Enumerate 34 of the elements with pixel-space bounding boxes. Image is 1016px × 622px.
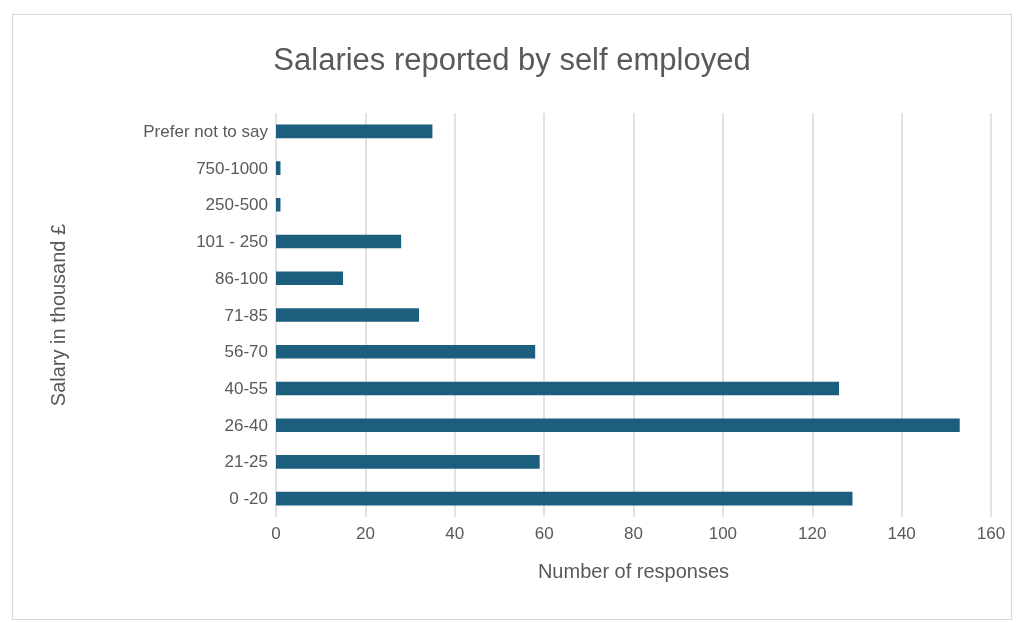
x-tick-label: 20 xyxy=(355,524,375,543)
y-tick-label: 40-55 xyxy=(224,378,268,398)
x-tick-label: 60 xyxy=(534,524,554,543)
x-tick-label: 0 xyxy=(271,524,281,543)
bar xyxy=(276,418,960,432)
x-tick-label: 140 xyxy=(887,524,916,543)
y-tick-label: Prefer not to say xyxy=(143,121,269,141)
y-tick-label: 56-70 xyxy=(224,342,268,362)
y-tick-label: 250-500 xyxy=(205,195,268,215)
y-tick-label: 101 - 250 xyxy=(196,232,268,252)
bar xyxy=(276,455,540,469)
y-tick-label: 26-40 xyxy=(224,415,268,435)
y-tick-label: 86-100 xyxy=(215,268,268,288)
y-tick-label: 750-1000 xyxy=(196,158,268,178)
y-tick-label: 21-25 xyxy=(224,452,268,472)
bar xyxy=(276,344,536,359)
x-tick-label: 120 xyxy=(798,524,827,543)
chart-title: Salaries reported by self employed xyxy=(273,42,751,77)
y-axis-title: Salary in thousand £ xyxy=(47,223,69,407)
bar xyxy=(276,198,281,212)
x-tick-label: 40 xyxy=(445,524,465,543)
bar xyxy=(276,271,344,286)
bar xyxy=(276,381,840,396)
x-tick-label: 80 xyxy=(624,524,643,543)
x-tick-label: 160 xyxy=(976,524,1006,543)
y-tick-label: 0 -20 xyxy=(229,489,268,509)
x-tick-label: 100 xyxy=(708,524,738,543)
bar xyxy=(276,234,402,249)
bar xyxy=(276,161,281,175)
bar xyxy=(276,124,433,139)
bar xyxy=(276,491,853,506)
bar xyxy=(276,308,419,322)
x-axis-title: Number of responses xyxy=(537,560,730,582)
y-tick-label: 71-85 xyxy=(224,305,268,325)
